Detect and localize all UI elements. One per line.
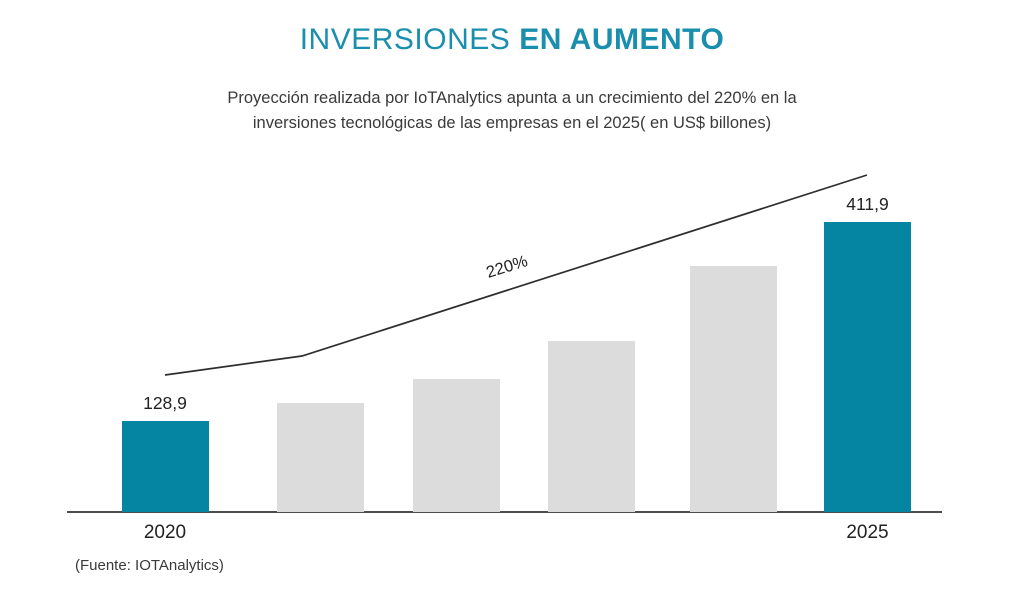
chart-subtitle: Proyección realizada por IoTAnalytics ap… xyxy=(0,86,1024,136)
bar-2025 xyxy=(824,222,911,512)
growth-annotation: 220% xyxy=(484,252,530,282)
bar-col-5 xyxy=(689,266,777,512)
x-tick-2025: 2025 xyxy=(846,522,889,543)
value-label-2025: 411,9 xyxy=(846,194,889,214)
bar-col-4 xyxy=(548,341,635,512)
chart-title-bold: EN AUMENTO xyxy=(519,23,725,56)
chart-title: INVERSIONES EN AUMENTO xyxy=(0,24,1024,56)
bar-col-2 xyxy=(277,403,364,512)
bar-2020 xyxy=(121,421,209,512)
chart-title-regular: INVERSIONES xyxy=(299,23,511,56)
x-tick-2020: 2020 xyxy=(143,522,187,543)
subtitle-line-2: inversiones tecnológicas de las empresas… xyxy=(252,114,772,132)
bar-col-3 xyxy=(413,379,500,512)
x-axis-line xyxy=(67,511,942,513)
subtitle-line-1: Proyección realizada por IoTAnalytics ap… xyxy=(227,89,797,107)
value-label-2020: 128,9 xyxy=(143,393,187,413)
source-note: (Fuente: IOTAnalytics) xyxy=(75,557,224,574)
